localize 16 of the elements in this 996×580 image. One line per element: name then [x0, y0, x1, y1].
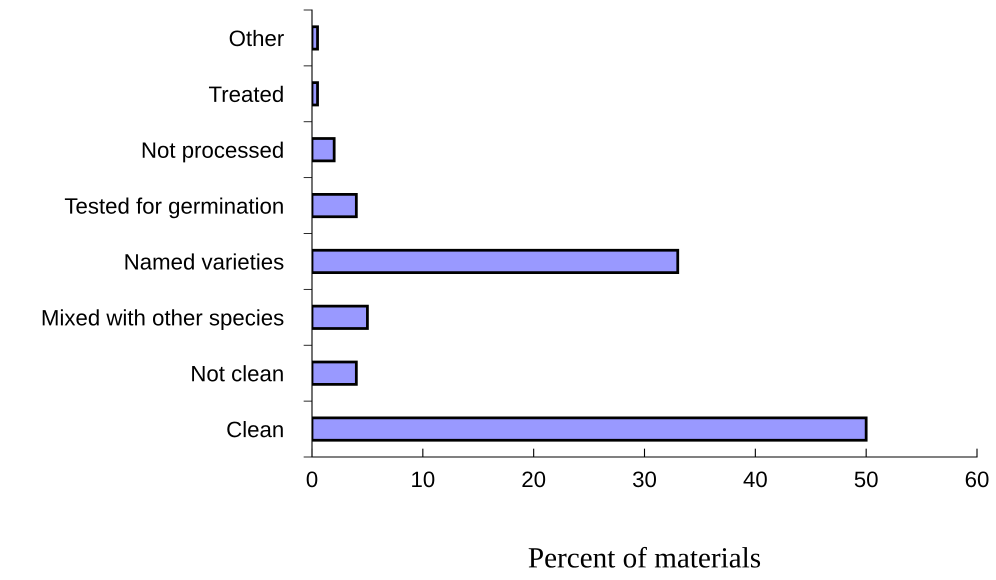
- y-tick-label: Clean: [227, 421, 283, 438]
- y-tick-label: Tested for germination: [64, 198, 283, 218]
- x-axis-title: Percent of materials: [528, 546, 760, 568]
- y-tick-label: Named varieties: [125, 253, 284, 270]
- x-tick-label: 30: [632, 471, 656, 488]
- x-tick-label: 20: [522, 471, 546, 488]
- x-tick-label: 10: [412, 471, 434, 488]
- x-tick-label: 50: [854, 471, 878, 488]
- y-tick-label: Not clean: [192, 365, 283, 382]
- x-tick-label: 40: [743, 471, 767, 488]
- y-tick-label: Not processed: [142, 142, 283, 162]
- y-tick-label: Other: [230, 30, 284, 46]
- y-tick-label: Mixed with other species: [42, 309, 284, 330]
- x-tick-label: 60: [966, 471, 988, 488]
- x-tick-label: 0: [306, 471, 318, 488]
- y-tick-label: Treated: [208, 86, 283, 102]
